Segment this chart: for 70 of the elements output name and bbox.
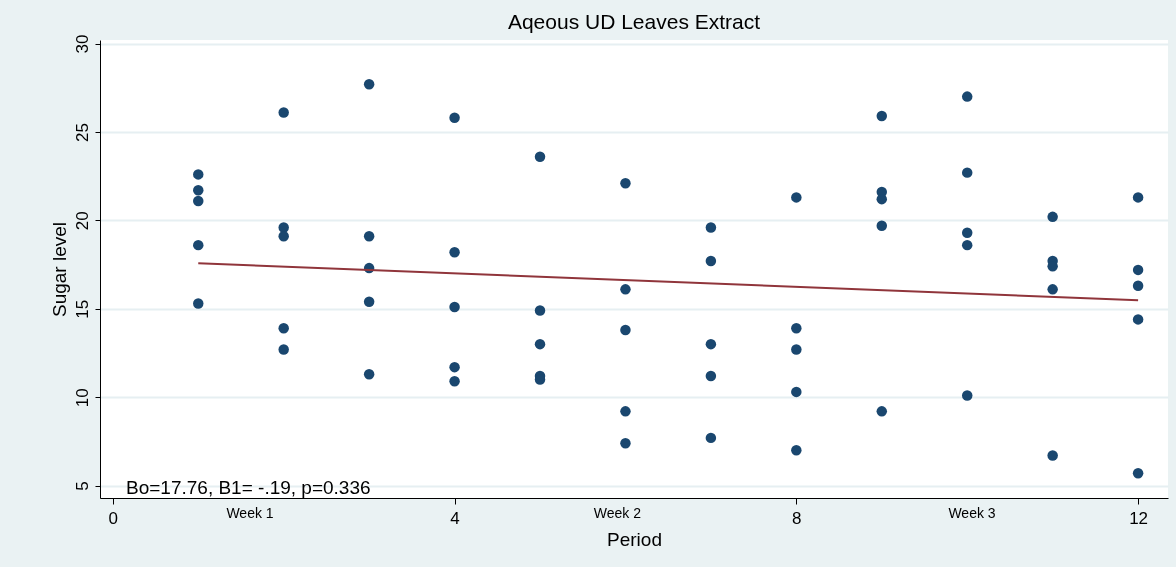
x-tick-label: Week 1: [226, 504, 274, 521]
point: [620, 178, 631, 189]
point: [791, 192, 802, 203]
point: [705, 370, 717, 382]
point: [363, 78, 375, 90]
point: [791, 386, 802, 398]
point: [961, 390, 973, 401]
point: [705, 255, 717, 267]
y-axis-title: Sugar level: [48, 221, 70, 318]
point: [876, 110, 888, 122]
x-tick-label: 12: [1129, 508, 1149, 528]
point: [620, 324, 631, 336]
point: [876, 220, 888, 231]
point: [705, 432, 717, 444]
point: [278, 344, 289, 355]
point: [791, 323, 802, 334]
point: [449, 301, 460, 313]
y-tick-label: 5: [72, 481, 92, 491]
point: [961, 167, 973, 178]
chart-title: Aqeous UD Leaves Extract: [507, 10, 761, 34]
point: [1047, 450, 1058, 461]
x-tick-label: Week 2: [593, 504, 642, 521]
point: [534, 338, 546, 350]
point: [791, 344, 802, 355]
point: [278, 231, 289, 242]
point: [1132, 314, 1144, 325]
point: [1132, 280, 1144, 292]
x-axis-title: Period: [607, 528, 662, 550]
point: [705, 338, 717, 350]
point: [449, 376, 460, 387]
x-tick-label: 0: [108, 508, 119, 528]
point: [193, 195, 204, 207]
point: [876, 406, 888, 417]
point: [193, 169, 204, 180]
point: [961, 91, 973, 102]
point: [1132, 468, 1144, 479]
point: [1047, 284, 1058, 295]
point: [534, 305, 546, 316]
y-tick-label: 10: [72, 388, 92, 408]
x-tick-label: Week 3: [948, 504, 996, 521]
x-tick-label: 8: [792, 508, 802, 528]
point: [363, 296, 375, 307]
point: [705, 222, 717, 233]
y-tick-label: 30: [72, 34, 92, 54]
point: [534, 151, 546, 162]
point: [449, 112, 460, 124]
point: [278, 323, 289, 334]
point: [363, 231, 375, 242]
point: [278, 222, 289, 233]
point: [620, 284, 631, 295]
x-tick-label: 4: [450, 508, 460, 528]
point: [791, 445, 802, 456]
point: [449, 361, 460, 373]
point: [193, 239, 204, 251]
point: [620, 437, 631, 449]
point: [449, 246, 460, 258]
point: [1047, 211, 1058, 223]
point: [363, 368, 375, 380]
y-tick-label: 15: [72, 299, 92, 319]
y-tick-label: 20: [72, 211, 92, 231]
point: [193, 185, 204, 196]
point: [278, 107, 289, 118]
point: [193, 298, 204, 309]
point: [961, 239, 973, 251]
point: [1132, 192, 1144, 203]
point: [961, 227, 973, 238]
point: [1132, 264, 1144, 276]
annotation: Bo=17.76, B1= -.19, p=0.336: [126, 477, 371, 498]
point: [620, 406, 631, 417]
y-tick-label: 25: [72, 122, 92, 142]
